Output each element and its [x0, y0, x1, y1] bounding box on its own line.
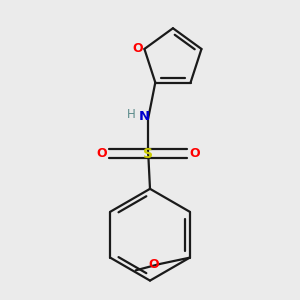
- Text: H: H: [127, 107, 136, 121]
- Text: S: S: [143, 146, 153, 161]
- Text: O: O: [148, 257, 159, 271]
- Text: O: O: [96, 147, 107, 160]
- Text: O: O: [190, 147, 200, 160]
- Text: O: O: [133, 43, 143, 56]
- Text: N: N: [139, 110, 150, 123]
